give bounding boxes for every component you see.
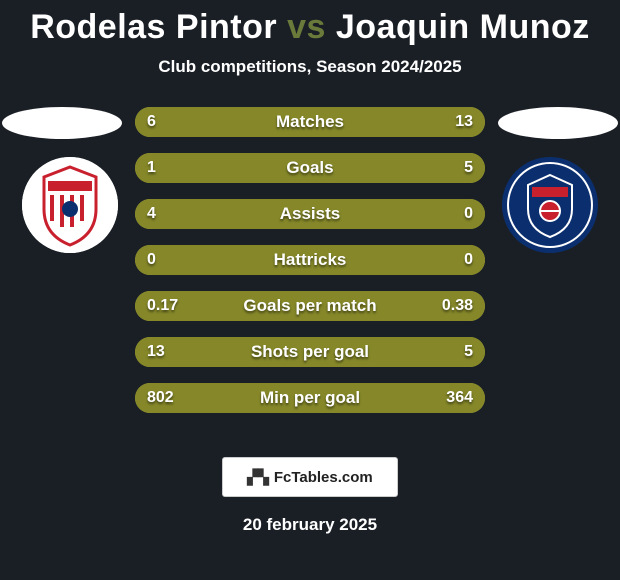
stat-value-right: 364 <box>446 383 473 413</box>
stat-label: Min per goal <box>135 383 485 413</box>
stat-row: 0.17Goals per match0.38 <box>135 291 485 321</box>
stat-value-right: 5 <box>464 337 473 367</box>
stat-label: Shots per goal <box>135 337 485 367</box>
player-marker-left <box>2 107 122 139</box>
stat-label: Matches <box>135 107 485 137</box>
branding-text: FcTables.com <box>274 469 373 486</box>
club-crest-right <box>502 157 598 253</box>
stat-row: 6Matches13 <box>135 107 485 137</box>
stat-label: Assists <box>135 199 485 229</box>
stat-value-right: 5 <box>464 153 473 183</box>
player-right-name: Joaquin Munoz <box>336 8 590 46</box>
page-title: Rodelas Pintor vs Joaquin Munoz <box>0 0 620 47</box>
stat-row: 4Assists0 <box>135 199 485 229</box>
date-label: 20 february 2025 <box>0 515 620 535</box>
player-marker-right <box>498 107 618 139</box>
stat-value-right: 0.38 <box>442 291 473 321</box>
branding-badge: ▞▚ FcTables.com <box>222 457 398 497</box>
stat-value-right: 0 <box>464 245 473 275</box>
comparison-area: 6Matches131Goals54Assists00Hattricks00.1… <box>0 107 620 439</box>
stat-row: 802Min per goal364 <box>135 383 485 413</box>
stat-label: Goals <box>135 153 485 183</box>
stat-label: Goals per match <box>135 291 485 321</box>
stat-label: Hattricks <box>135 245 485 275</box>
stats-bars: 6Matches131Goals54Assists00Hattricks00.1… <box>135 107 485 429</box>
stat-value-right: 0 <box>464 199 473 229</box>
chart-icon: ▞▚ <box>247 469 269 486</box>
stat-value-right: 13 <box>455 107 473 137</box>
stat-row: 0Hattricks0 <box>135 245 485 275</box>
player-left-name: Rodelas Pintor <box>30 8 277 46</box>
club-crest-left <box>22 157 118 253</box>
subtitle: Club competitions, Season 2024/2025 <box>0 57 620 77</box>
stat-row: 13Shots per goal5 <box>135 337 485 367</box>
stat-row: 1Goals5 <box>135 153 485 183</box>
vs-separator: vs <box>277 8 336 46</box>
